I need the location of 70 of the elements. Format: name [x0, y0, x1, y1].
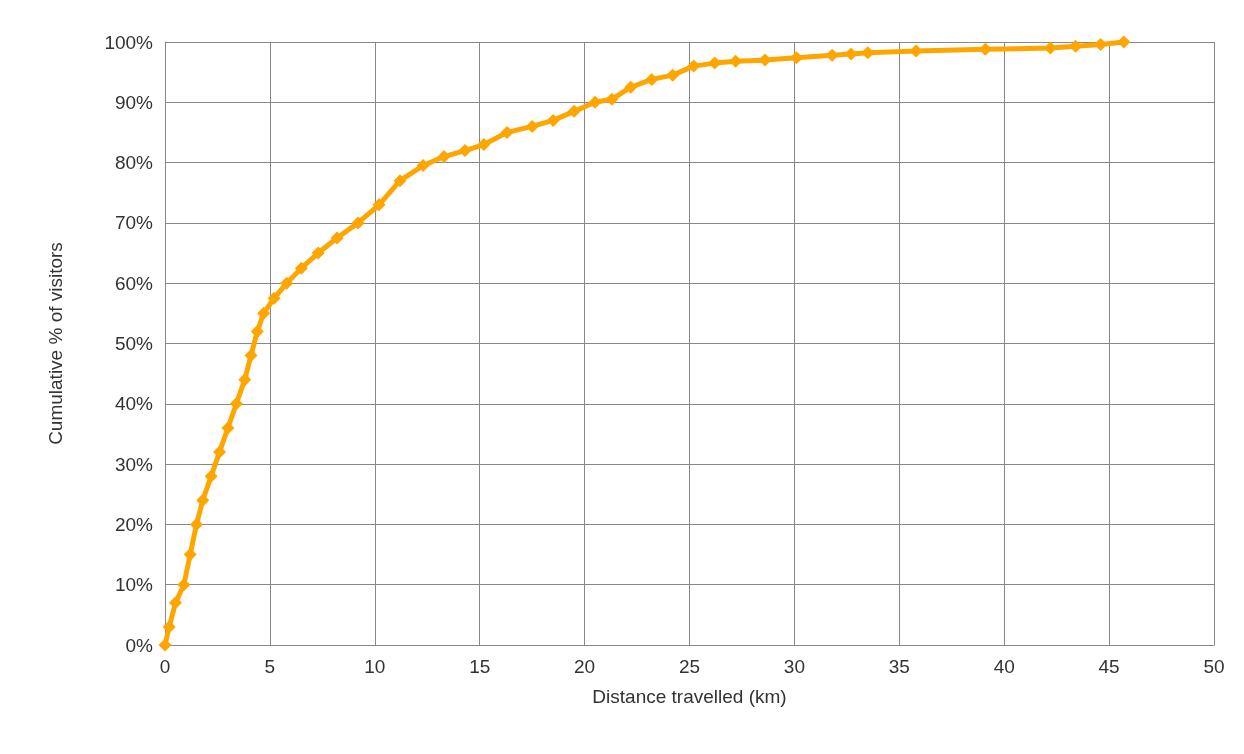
point	[221, 421, 235, 435]
point	[500, 125, 514, 139]
x-tick-label: 30	[783, 656, 805, 677]
x-tick-label: 35	[888, 656, 910, 677]
point	[588, 95, 602, 109]
point	[168, 596, 182, 610]
point	[477, 138, 491, 152]
point	[825, 48, 839, 62]
y-tick-label: 100%	[104, 31, 154, 53]
point	[687, 59, 701, 73]
y-tick-label: 50%	[114, 333, 154, 354]
x-tick-label: 0	[159, 656, 171, 677]
point	[162, 620, 176, 634]
point	[294, 261, 308, 275]
x-tick-label: 10	[364, 656, 386, 677]
point	[250, 324, 264, 338]
point	[605, 92, 619, 106]
point	[525, 119, 539, 133]
point	[729, 54, 743, 68]
y-tick-label: 0%	[125, 634, 154, 656]
point	[458, 144, 472, 158]
point	[844, 47, 858, 61]
point	[567, 104, 581, 118]
point	[909, 44, 923, 58]
x-tick-label: 20	[574, 656, 596, 677]
y-tick-label: 90%	[114, 91, 154, 113]
point	[280, 276, 294, 290]
point	[267, 291, 281, 305]
x-tick-label: 5	[264, 656, 276, 677]
y-axis-title: Cumulative % of visitors	[45, 242, 66, 445]
point	[1117, 35, 1131, 49]
point	[229, 397, 243, 411]
point	[758, 53, 772, 67]
x-tick-label: 25	[678, 656, 701, 677]
point	[351, 216, 365, 230]
y-tick-label: 20%	[114, 513, 154, 535]
y-tick-label: 80%	[114, 152, 154, 174]
point	[790, 51, 803, 65]
x-tick-label: 50	[1203, 656, 1225, 677]
y-tick-label: 60%	[114, 272, 154, 294]
x-tick-label: 40	[993, 656, 1015, 677]
point	[213, 445, 227, 459]
point	[204, 469, 218, 483]
point	[238, 373, 252, 387]
point	[393, 174, 407, 188]
point	[311, 246, 325, 260]
point	[183, 548, 197, 562]
point	[257, 306, 271, 320]
point	[437, 150, 451, 164]
point	[416, 159, 430, 173]
point	[546, 113, 560, 127]
point	[645, 72, 659, 86]
point	[189, 517, 203, 531]
x-axis-title: Distance travelled (km)	[592, 686, 787, 707]
point	[158, 638, 172, 652]
x-tick-label: 15	[469, 656, 491, 677]
y-tick-label: 10%	[114, 574, 154, 596]
point	[624, 80, 638, 94]
point	[666, 68, 680, 82]
point	[372, 198, 386, 212]
point	[330, 231, 344, 245]
point	[244, 349, 258, 363]
y-tick-label: 30%	[114, 453, 154, 475]
y-tick-label: 40%	[114, 393, 154, 415]
point	[1094, 37, 1108, 51]
x-tick-label: 45	[1098, 656, 1120, 677]
point	[196, 493, 210, 507]
point	[177, 578, 191, 592]
y-tick-label: 70%	[114, 212, 154, 234]
point	[1069, 39, 1083, 53]
